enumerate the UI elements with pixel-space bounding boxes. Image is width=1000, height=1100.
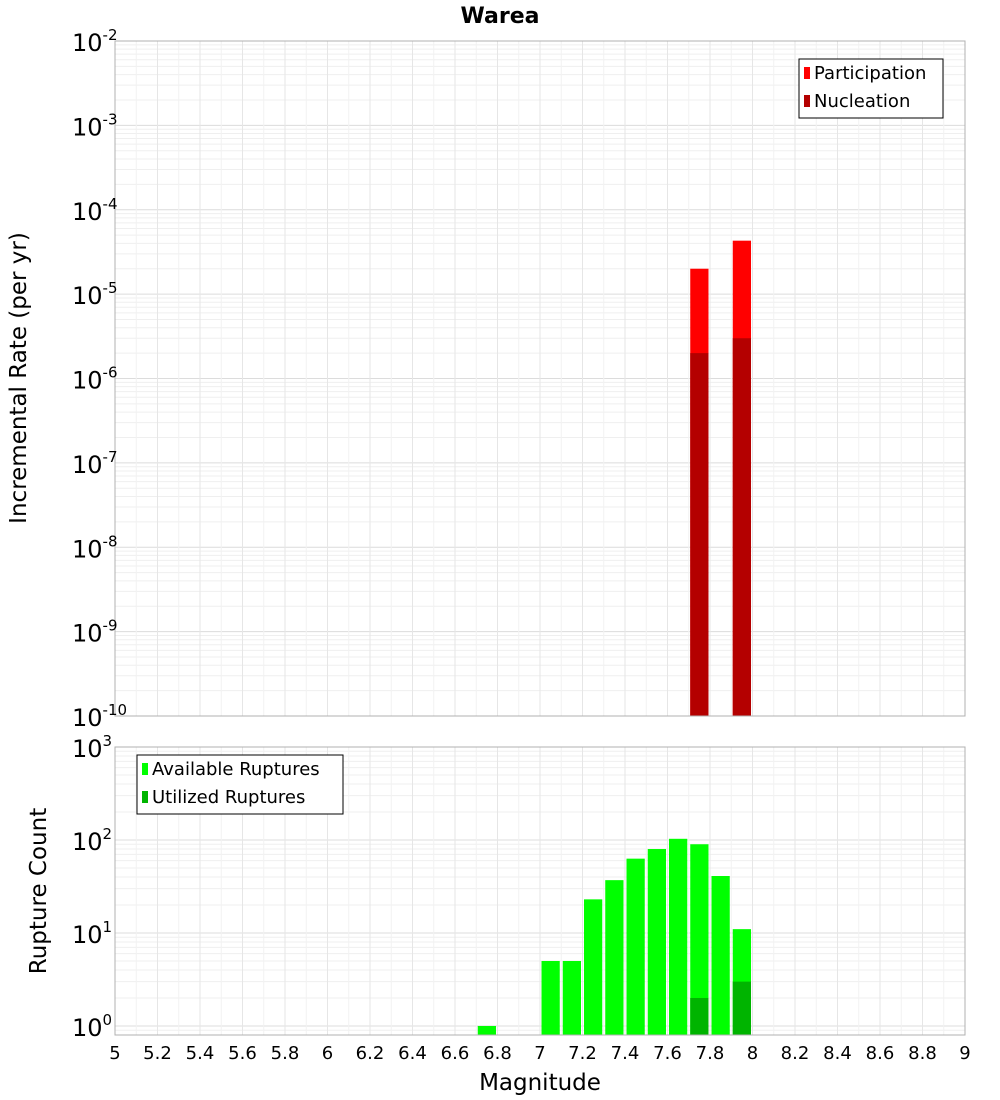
top-y-tick-label: 10-8 bbox=[72, 532, 118, 563]
bottom-legend: Available Ruptures Utilized Ruptures bbox=[136, 754, 344, 815]
bottom-y-tick-label: 102 bbox=[72, 825, 112, 856]
x-axis-label: Magnitude bbox=[479, 1070, 601, 1096]
x-tick-label: 5.8 bbox=[271, 1043, 300, 1064]
top-y-tick-label: 10-3 bbox=[72, 110, 118, 141]
bottom-bar-available-ruptures bbox=[690, 844, 709, 1035]
bottom-bar-available-ruptures bbox=[669, 838, 688, 1035]
bottom-y-tick-label: 101 bbox=[72, 918, 112, 949]
x-tick-label: 7.6 bbox=[653, 1043, 682, 1064]
top-y-tick-label: 10-7 bbox=[72, 448, 118, 479]
bottom-bar-available-ruptures bbox=[605, 880, 624, 1035]
top-y-tick-label: 10-4 bbox=[72, 195, 118, 226]
bottom-bar-available-ruptures bbox=[477, 1025, 496, 1035]
bottom-bar-utilized-ruptures bbox=[732, 981, 751, 1035]
top-y-tick-label: 10-2 bbox=[72, 26, 118, 57]
x-tick-label: 7.4 bbox=[611, 1043, 640, 1064]
x-tick-label: 9 bbox=[959, 1043, 970, 1064]
bottom-y-axis-label: Rupture Count bbox=[26, 808, 52, 974]
x-tick-label: 6.6 bbox=[441, 1043, 470, 1064]
bottom-y-tick-label: 100 bbox=[72, 1011, 112, 1042]
x-tick-label: 6.8 bbox=[483, 1043, 512, 1064]
bottom-bar-available-ruptures bbox=[626, 858, 645, 1035]
top-y-tick-label: 10-5 bbox=[72, 279, 118, 310]
top-y-tick-label: 10-9 bbox=[72, 617, 118, 648]
top-bar-nucleation bbox=[690, 353, 709, 716]
top-legend: Participation Nucleation bbox=[798, 58, 944, 119]
top-y-tick-label: 10-10 bbox=[72, 701, 127, 732]
bottom-bar-available-ruptures bbox=[584, 899, 603, 1035]
x-tick-label: 8.6 bbox=[866, 1043, 895, 1064]
top-bar-nucleation bbox=[732, 338, 751, 716]
top-y-axis-label: Incremental Rate (per yr) bbox=[6, 232, 32, 524]
x-tick-label: 7 bbox=[534, 1043, 545, 1064]
bottom-y-tick-label: 103 bbox=[72, 732, 112, 763]
x-tick-label: 5 bbox=[109, 1043, 120, 1064]
x-tick-label: 6 bbox=[322, 1043, 333, 1064]
bottom-bar-available-ruptures bbox=[541, 960, 560, 1035]
x-tick-label: 5.4 bbox=[186, 1043, 215, 1064]
bottom-legend-swatch-available-ruptures bbox=[142, 763, 148, 775]
top-legend-swatch-nucleation bbox=[804, 95, 810, 107]
bottom-bar-available-ruptures bbox=[647, 849, 666, 1035]
x-tick-label: 6.2 bbox=[356, 1043, 385, 1064]
x-tick-label: 8.8 bbox=[908, 1043, 937, 1064]
bottom-plot-frame bbox=[114, 746, 966, 1036]
x-tick-label: 7.2 bbox=[568, 1043, 597, 1064]
top-plot-area: 10-10 10-9 10-8 10-7 10-6 10-5 10-4 10-3 10-2 Par… bbox=[72, 26, 966, 732]
top-y-tick-label: 10-6 bbox=[72, 364, 118, 395]
bottom-legend-swatch-utilized-ruptures bbox=[142, 791, 148, 803]
bottom-plot-area: 100 101 102 103 Available Ruptures Utilized R… bbox=[72, 732, 966, 1042]
chart-title: Warea bbox=[461, 4, 540, 29]
x-tick-label: 5.2 bbox=[143, 1043, 172, 1064]
bottom-legend-label-available-ruptures: Available Ruptures bbox=[152, 759, 320, 780]
top-legend-swatch-participation bbox=[804, 67, 810, 79]
x-tick-label: 8.2 bbox=[781, 1043, 810, 1064]
x-tick-label: 7.8 bbox=[696, 1043, 725, 1064]
bottom-legend-box bbox=[136, 754, 344, 815]
bottom-bar-utilized-ruptures bbox=[690, 997, 709, 1035]
top-legend-label-participation: Participation bbox=[814, 63, 926, 84]
x-tick-label: 8 bbox=[747, 1043, 758, 1064]
bottom-bar-available-ruptures bbox=[562, 960, 581, 1035]
x-tick-label: 6.4 bbox=[398, 1043, 427, 1064]
bottom-legend-label-utilized-ruptures: Utilized Ruptures bbox=[152, 787, 305, 808]
top-plot-frame bbox=[114, 40, 966, 717]
x-tick-label: 8.4 bbox=[823, 1043, 852, 1064]
x-tick-label: 5.6 bbox=[228, 1043, 257, 1064]
top-legend-box bbox=[798, 58, 944, 119]
bottom-bar-available-ruptures bbox=[711, 876, 730, 1035]
top-legend-label-nucleation: Nucleation bbox=[814, 91, 910, 112]
